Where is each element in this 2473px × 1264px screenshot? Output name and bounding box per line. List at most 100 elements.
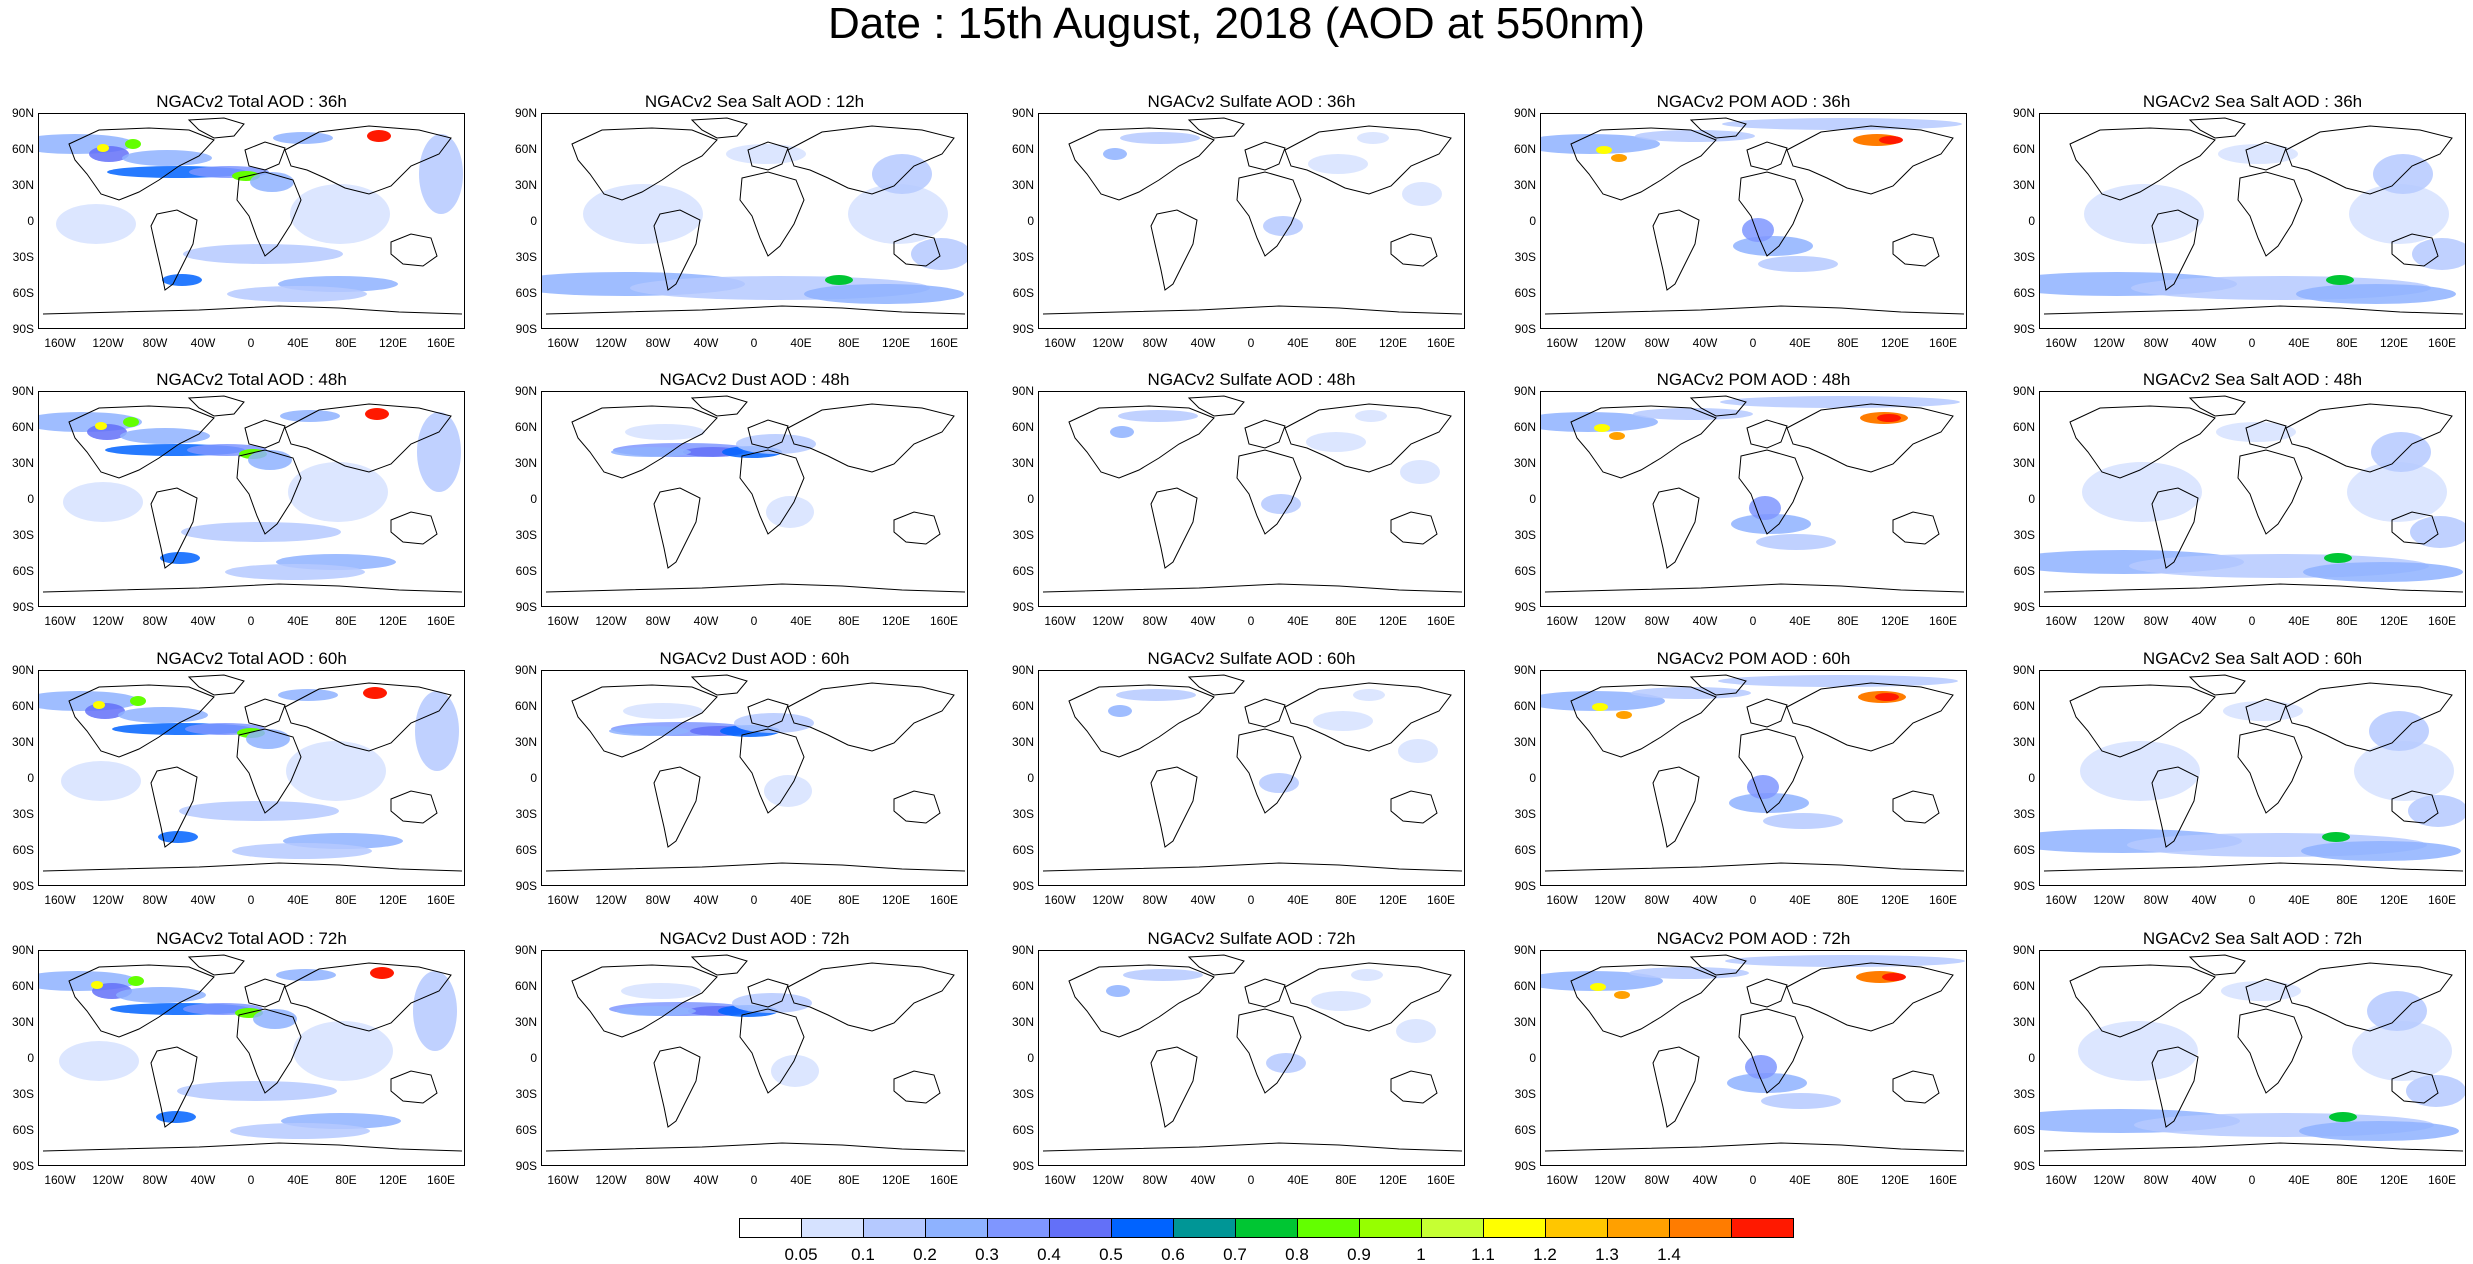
coastline	[653, 487, 701, 569]
aerosol-blob	[736, 434, 816, 454]
coastline	[787, 962, 955, 1032]
panel-title: NGACv2 Sea Salt AOD : 72h	[2142, 929, 2363, 948]
colorbar-label: 0.6	[1161, 1245, 1185, 1264]
longitude-label: 160W	[2045, 614, 2077, 628]
aerosol-blob	[2216, 422, 2296, 442]
aerosol-blob	[1733, 236, 1813, 256]
map-panel: NGACv2 Dust AOD : 60h 90N 60N 30N 0 30S 60S 90S…	[515, 648, 968, 910]
coastlines	[1042, 117, 1463, 315]
latitude-label: 30N	[11, 456, 34, 470]
aerosol-blob	[367, 130, 391, 142]
latitude-label: 30N	[2012, 456, 2035, 470]
latitude-label: 30N	[1513, 178, 1536, 192]
latitude-label: 60N	[1513, 979, 1536, 993]
latitude-label: 90N	[1513, 663, 1536, 677]
longitude-label: 80E	[838, 1173, 860, 1187]
map-frame	[1540, 113, 1967, 329]
longitude-label: 80E	[335, 336, 357, 350]
longitude-label: 80W	[1644, 614, 1670, 628]
latitude-label: 60S	[2013, 843, 2035, 857]
longitude-label: 80E	[1335, 893, 1357, 907]
map-panel: NGACv2 POM AOD : 72h 90N 60N 30N 0 30S 60S 90S 1…	[1514, 928, 1967, 1190]
colorbar-swatch	[1421, 1218, 1484, 1238]
longitude-label: 40W	[190, 1173, 216, 1187]
latitude-label: 90N	[11, 106, 34, 120]
latitude-label: 30S	[12, 528, 34, 542]
latitude-label: 90S	[1012, 600, 1034, 614]
aerosol-blob	[1357, 132, 1389, 144]
coastline	[2151, 1046, 2199, 1128]
latitude-label: 60N	[514, 420, 537, 434]
longitude-label: 120E	[378, 893, 408, 907]
longitude-label: 80W	[2143, 893, 2169, 907]
longitude-label: 160W	[1044, 614, 1076, 628]
aerosol-blob	[1594, 424, 1610, 432]
longitude-label: 80E	[335, 1173, 357, 1187]
longitude-label: 120E	[2379, 893, 2409, 907]
coastline	[1570, 684, 1717, 758]
latitude-label: 90N	[2012, 106, 2035, 120]
coastline	[2285, 682, 2453, 752]
colorbar-swatch	[1359, 1218, 1422, 1238]
latitude-label: 60S	[1514, 1123, 1536, 1137]
longitude-label: 120E	[2379, 336, 2409, 350]
coastline	[1284, 125, 1452, 195]
colorbar-swatch	[925, 1218, 988, 1238]
coastline	[1187, 117, 1245, 139]
coastline	[1390, 790, 1438, 824]
aerosol-blob	[625, 424, 705, 440]
latitude-label: 0	[530, 214, 537, 228]
map-panel: NGACv2 Total AOD : 72h 90N 60N 30N 0 30S 60S 90…	[12, 928, 465, 1190]
latitude-label: 60N	[1513, 142, 1536, 156]
aerosol-blob	[93, 701, 105, 709]
seasalt-aod-map	[2040, 674, 2465, 872]
aerosol-blob	[415, 691, 459, 771]
aerosol-field	[1110, 410, 1440, 514]
latitude-label: 90S	[2013, 600, 2035, 614]
latitude-label: 0	[1027, 771, 1034, 785]
coastline	[390, 790, 438, 824]
longitude-label: 80W	[142, 1173, 168, 1187]
map-frame	[38, 670, 465, 886]
longitude-label: 120E	[1378, 336, 1408, 350]
colorbar-swatch	[1545, 1218, 1608, 1238]
longitude-label: 0	[1247, 336, 1255, 350]
latitude-label: 0	[2028, 214, 2035, 228]
coastline	[2285, 125, 2453, 195]
coastline	[1689, 395, 1747, 417]
aerosol-field	[2040, 981, 2465, 1141]
aerosol-blob	[225, 564, 365, 580]
longitude-label: 160E	[2427, 336, 2457, 350]
coastline	[690, 954, 748, 976]
longitude-label: 80W	[1644, 1173, 1670, 1187]
latitude-label: 30N	[514, 456, 537, 470]
panel-title: NGACv2 Sea Salt AOD : 60h	[2142, 649, 2363, 668]
aerosol-blob	[1609, 432, 1625, 440]
total-aod-map	[39, 395, 463, 593]
colorbar-swatch	[1297, 1218, 1360, 1238]
aerosol-blob	[2080, 741, 2200, 801]
longitude-label: 80E	[838, 893, 860, 907]
coastlines	[42, 117, 463, 315]
aerosol-blob	[1306, 432, 1366, 452]
latitude-label: 60N	[1011, 699, 1034, 713]
coastline	[150, 1046, 198, 1128]
coastline	[236, 1008, 302, 1094]
latitude-label: 0	[1027, 1051, 1034, 1065]
aerosol-blob	[253, 1009, 297, 1029]
longitude-label: 80W	[2143, 336, 2169, 350]
longitude-label: 120W	[595, 1173, 627, 1187]
aerosol-blob	[2347, 462, 2447, 522]
longitude-label: 160W	[2045, 1173, 2077, 1187]
coastline	[1150, 1046, 1198, 1128]
latitude-label: 90N	[11, 663, 34, 677]
aerosol-blob	[1749, 496, 1781, 520]
map-frame	[541, 113, 968, 329]
aerosol-blob	[2218, 144, 2298, 164]
colorbar-label: 1.3	[1595, 1245, 1619, 1264]
longitude-label: 0	[2248, 1173, 2256, 1187]
coastline	[893, 511, 941, 545]
coastline	[1042, 1142, 1463, 1152]
coastline	[2245, 419, 2287, 449]
aerosol-blob	[1108, 705, 1132, 717]
